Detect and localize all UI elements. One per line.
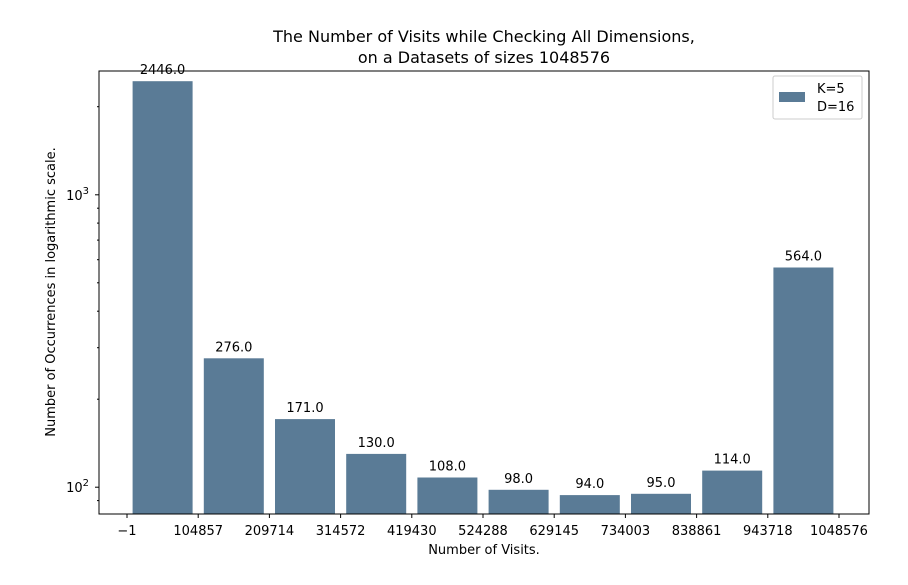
x-tick-label: 419430 (387, 524, 437, 539)
legend-swatch (779, 92, 805, 102)
bar-4 (346, 453, 407, 514)
y-axis: 102 103 (66, 106, 99, 502)
bar-8 (631, 493, 691, 514)
legend-entry-d: D=16 (817, 100, 854, 115)
x-tick-label: 838861 (672, 524, 722, 539)
legend-box (772, 75, 863, 120)
bar-1 (132, 81, 193, 514)
x-tick-label: 524288 (458, 524, 508, 539)
bar-value-label-5: 108.0 (429, 460, 466, 475)
bar-2 (203, 358, 264, 514)
x-tick-label: 209714 (245, 524, 295, 539)
y-tick-label: 102 (66, 478, 89, 496)
bar-value-label-6: 98.0 (504, 472, 533, 487)
plot-area-frame (98, 70, 870, 515)
x-tick-label: 104857 (173, 524, 223, 539)
bars-layer (132, 81, 834, 514)
x-tick-label: 314572 (316, 524, 366, 539)
x-axis-label: Number of Visits. (428, 543, 540, 558)
bar-10 (773, 267, 834, 514)
y-tick-label: 103 (66, 186, 89, 204)
bar-value-label-7: 94.0 (575, 477, 604, 492)
legend: K=5 D=16 (772, 75, 863, 120)
bar-9 (702, 470, 763, 514)
bar-5 (417, 477, 478, 514)
bar-value-label-4: 130.0 (358, 436, 395, 451)
chart-title-line-2: on a Datasets of sizes 1048576 (358, 48, 610, 67)
chart-title: The Number of Visits while Checking All … (272, 27, 695, 67)
bar-value-label-3: 171.0 (286, 401, 323, 416)
bar-7 (559, 495, 620, 514)
x-tick-label: 629145 (529, 524, 579, 539)
bar-3 (275, 419, 335, 514)
x-tick-label: 1048576 (810, 524, 868, 539)
bar-value-label-2: 276.0 (215, 340, 252, 355)
chart-title-line-1: The Number of Visits while Checking All … (272, 27, 695, 46)
bar-value-label-8: 95.0 (647, 476, 676, 491)
x-tick-label: 734003 (601, 524, 651, 539)
y-axis-label: Number of Occurrences in logarithmic sca… (44, 147, 59, 437)
legend-entry-k: K=5 (817, 82, 845, 97)
bar-value-label-9: 114.0 (714, 453, 751, 468)
x-tick-label: 943718 (743, 524, 793, 539)
x-tick-label: −1 (117, 524, 136, 539)
x-axis: −1 104857 209714 314572 419430 524288 629145 73… (117, 514, 868, 539)
bar-6 (488, 489, 549, 514)
bar-value-label-10: 564.0 (785, 250, 822, 265)
